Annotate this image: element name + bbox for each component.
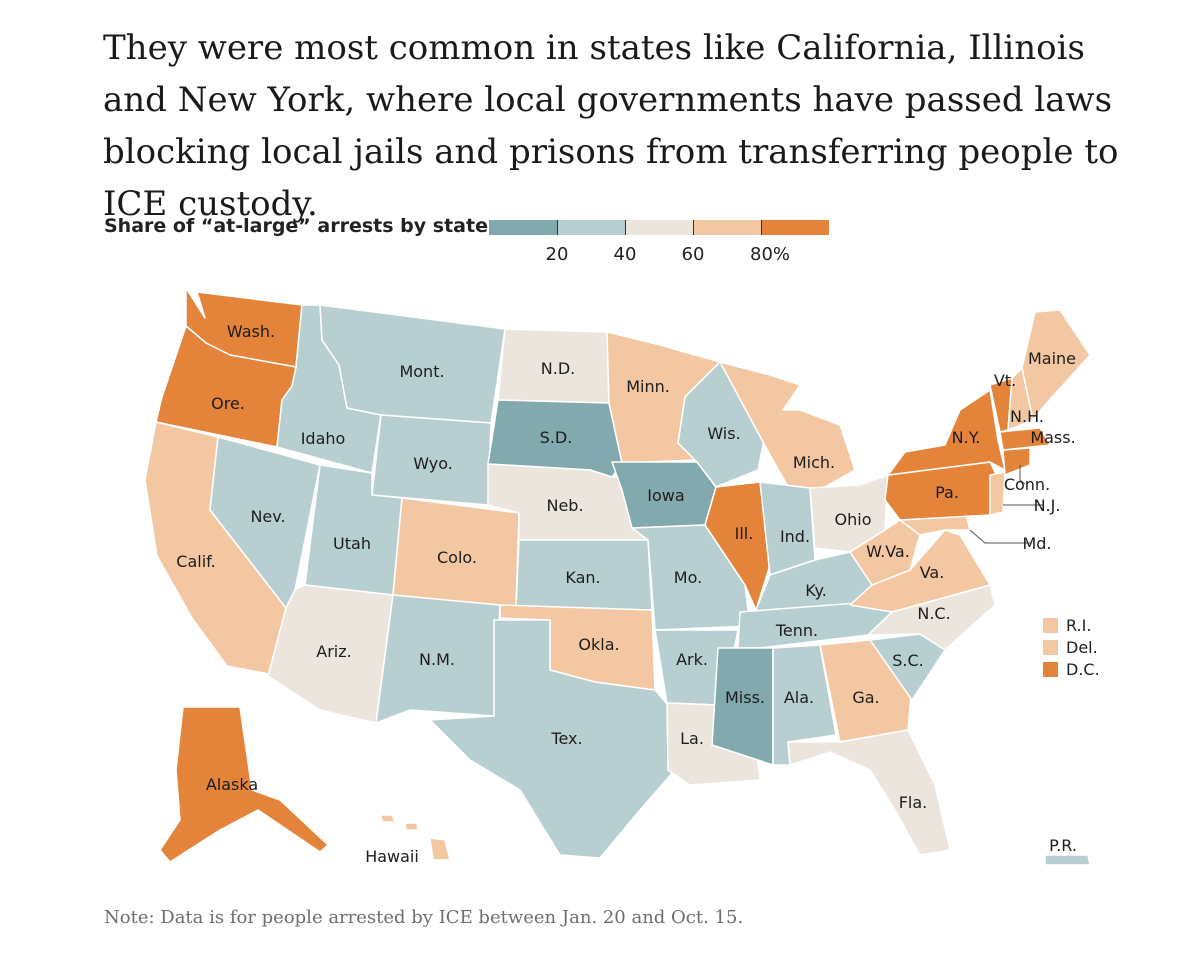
state-label-ohio: Ohio xyxy=(835,510,872,529)
footnote: Note: Data is for people arrested by ICE… xyxy=(104,907,744,928)
legend-label-80: 80% xyxy=(749,244,791,265)
legend-label-40: 40 xyxy=(613,244,637,265)
state-label-colo: Colo. xyxy=(437,548,477,567)
de-label: Del. xyxy=(1066,638,1098,657)
state-label-nc: N.C. xyxy=(917,604,950,623)
dc-label: D.C. xyxy=(1066,660,1100,679)
legend-title: Share of “at-large” arrests by state xyxy=(104,215,488,237)
dc-swatch xyxy=(1043,662,1058,677)
legend-tick-60 xyxy=(693,220,694,235)
state-label-hawaii: Hawaii xyxy=(365,847,419,866)
legend-bin-2 xyxy=(557,220,625,235)
state-label-tex: Tex. xyxy=(550,729,582,748)
state-label-sd: S.D. xyxy=(540,428,573,447)
state-label-ny: N.Y. xyxy=(952,428,981,447)
leader-line-conn xyxy=(1019,465,1026,485)
state-label-iowa: Iowa xyxy=(647,486,684,505)
state-pr xyxy=(1044,854,1091,866)
state-hawaii xyxy=(379,814,451,861)
state-label-nev: Nev. xyxy=(250,507,285,526)
leader-line-md xyxy=(969,529,1031,544)
de-swatch xyxy=(1043,640,1058,655)
state-label-md: Md. xyxy=(1022,534,1051,553)
state-label-wyo: Wyo. xyxy=(413,454,453,473)
small-state-key-ri: R.I. xyxy=(1043,616,1091,635)
state-label-idaho: Idaho xyxy=(301,429,346,448)
state-label-sc: S.C. xyxy=(892,651,924,670)
state-label-ariz: Ariz. xyxy=(316,642,351,661)
state-label-calif: Calif. xyxy=(176,552,215,571)
state-label-nj: N.J. xyxy=(1034,496,1061,515)
state-nj xyxy=(989,471,1006,516)
state-label-ga: Ga. xyxy=(852,688,879,707)
state-label-ala: Ala. xyxy=(784,688,814,707)
small-state-key-de: Del. xyxy=(1043,638,1098,657)
state-mont xyxy=(319,304,506,424)
state-mass xyxy=(999,427,1051,451)
legend-tick-40 xyxy=(625,220,626,235)
state-label-ind: Ind. xyxy=(780,527,810,546)
state-nm xyxy=(375,594,501,724)
state-alaska xyxy=(159,706,329,863)
state-label-nh: N.H. xyxy=(1010,407,1044,426)
state-tex xyxy=(429,619,676,859)
state-label-ark: Ark. xyxy=(676,650,708,669)
legend-tick-20 xyxy=(557,220,558,235)
state-label-ill: Ill. xyxy=(735,524,754,543)
state-label-mo: Mo. xyxy=(674,568,702,587)
legend-bin-3 xyxy=(625,220,693,235)
state-label-wash: Wash. xyxy=(227,322,275,341)
state-label-alaska: Alaska xyxy=(206,775,258,794)
legend-color-scale xyxy=(489,220,829,235)
state-label-mass: Mass. xyxy=(1030,428,1075,447)
state-label-vt: Vt. xyxy=(994,371,1016,390)
state-label-ore: Ore. xyxy=(211,394,245,413)
state-label-wis: Wis. xyxy=(707,424,740,443)
state-ny xyxy=(887,389,1006,476)
ri-label: R.I. xyxy=(1066,616,1092,635)
state-label-miss: Miss. xyxy=(725,688,765,707)
legend-label-60: 60 xyxy=(681,244,705,265)
state-label-kan: Kan. xyxy=(565,568,600,587)
state-label-pr: P.R. xyxy=(1049,836,1077,855)
state-label-wva: W.Va. xyxy=(866,542,910,561)
ri-swatch xyxy=(1043,618,1058,633)
state-label-maine: Maine xyxy=(1028,349,1076,368)
state-label-mich: Mich. xyxy=(793,453,835,472)
state-fla xyxy=(787,729,951,856)
state-label-mont: Mont. xyxy=(399,362,444,381)
state-conn xyxy=(1002,447,1031,476)
state-label-utah: Utah xyxy=(333,534,371,553)
state-maine xyxy=(1021,309,1091,421)
legend-bin-1 xyxy=(489,220,557,235)
headline: They were most common in states like Cal… xyxy=(103,28,1119,224)
us-choropleth-map: Wash. Ore. Calif. Idaho Nev. Mont. Wyo. Utah Ari… xyxy=(144,287,1091,866)
small-state-key-dc: D.C. xyxy=(1043,660,1100,679)
legend-bin-5 xyxy=(761,220,829,235)
state-label-neb: Neb. xyxy=(546,496,583,515)
state-label-nm: N.M. xyxy=(419,650,455,669)
state-label-va: Va. xyxy=(920,563,945,582)
legend-bin-4 xyxy=(693,220,761,235)
state-va xyxy=(849,529,991,613)
state-label-pa: Pa. xyxy=(935,483,959,502)
legend-label-20: 20 xyxy=(545,244,569,265)
state-label-tenn: Tenn. xyxy=(775,621,818,640)
legend-tick-80 xyxy=(761,220,762,235)
state-label-minn: Minn. xyxy=(626,377,670,396)
state-label-fla: Fla. xyxy=(899,793,928,812)
state-mich xyxy=(719,361,856,491)
state-label-la: La. xyxy=(680,729,704,748)
state-label-okla: Okla. xyxy=(578,635,619,654)
state-label-conn: Conn. xyxy=(1004,475,1050,494)
state-label-ky: Ky. xyxy=(805,581,827,600)
state-label-nd: N.D. xyxy=(541,359,575,378)
